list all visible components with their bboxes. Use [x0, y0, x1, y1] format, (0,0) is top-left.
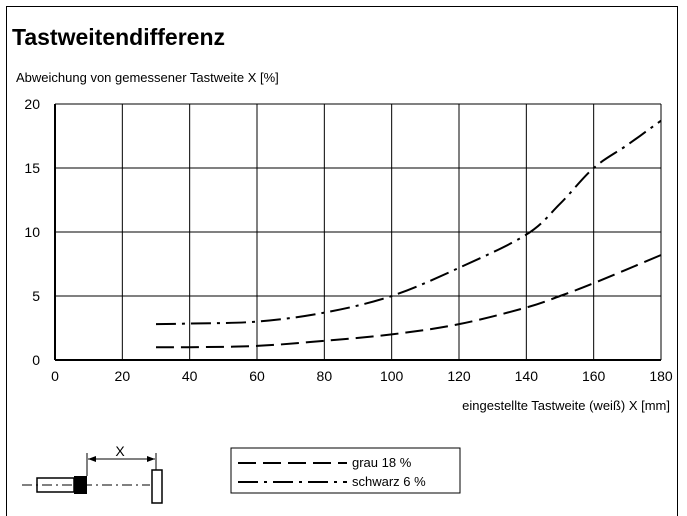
legend: grau 18 % schwarz 6 %: [230, 447, 461, 494]
sensor-diagram: X: [22, 443, 163, 504]
x-tick-label-180: 180: [649, 368, 673, 384]
y-tick-label-0: 0: [32, 352, 40, 368]
legend-label-grau: grau 18 %: [352, 455, 412, 470]
dimension-arrow-right: [147, 456, 155, 462]
dimension-arrow-left: [88, 456, 96, 462]
x-tick-label-0: 0: [51, 368, 59, 384]
chart-title: Tastweitendifferenz: [12, 24, 225, 50]
x-tick-label-20: 20: [115, 368, 131, 384]
sensor-lens: [74, 476, 87, 494]
x-tick-label-160: 160: [582, 368, 606, 384]
y-tick-label-20: 20: [24, 96, 40, 112]
tick-labels: 0 20 40 60 80 100 120 140 160 180 0 5 10 15 20: [24, 96, 672, 384]
series-line-0: [155, 254, 662, 349]
x-tick-label-120: 120: [447, 368, 471, 384]
y-tick-label-15: 15: [24, 160, 40, 176]
y-axis-label: Abweichung von gemessener Tastweite X [%…: [16, 70, 279, 85]
y-tick-label-5: 5: [32, 288, 40, 304]
dimension-label: X: [115, 443, 125, 459]
figure-frame: [6, 6, 678, 516]
series-lines: [155, 119, 662, 349]
grid: [54, 103, 662, 361]
x-axis-label: eingestellte Tastweite (weiß) X [mm]: [462, 398, 670, 413]
x-tick-label-140: 140: [515, 368, 539, 384]
x-tick-label-100: 100: [380, 368, 404, 384]
legend-label-schwarz: schwarz 6 %: [352, 474, 426, 489]
x-tick-label-40: 40: [182, 368, 198, 384]
y-tick-label-10: 10: [24, 224, 40, 240]
legend-box: [230, 447, 461, 494]
series-line-1: [155, 119, 662, 326]
x-tick-label-80: 80: [317, 368, 333, 384]
target-plate: [151, 469, 163, 504]
x-tick-label-60: 60: [249, 368, 265, 384]
